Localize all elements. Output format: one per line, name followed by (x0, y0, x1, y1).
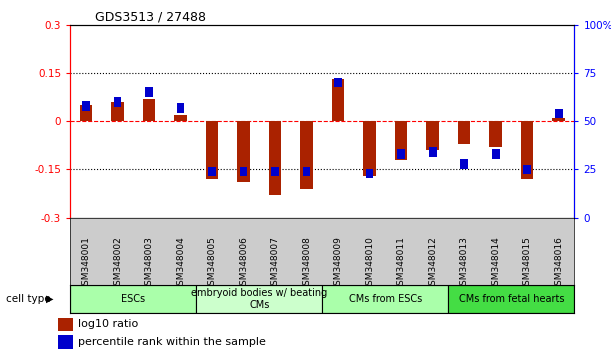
Text: GDS3513 / 27488: GDS3513 / 27488 (95, 11, 207, 24)
Bar (240, 167, 247, 176)
Bar (552, 118, 565, 121)
Bar (58, 318, 73, 331)
Bar (208, 167, 216, 176)
Bar (460, 159, 468, 169)
Bar (196, 285, 323, 313)
Bar (70, 285, 196, 313)
Bar (111, 102, 124, 121)
Bar (334, 78, 342, 87)
Text: ▶: ▶ (46, 294, 53, 304)
Bar (302, 167, 310, 176)
Bar (300, 121, 313, 189)
Bar (521, 121, 533, 179)
Bar (365, 169, 373, 178)
Bar (448, 285, 574, 313)
Bar (364, 121, 376, 176)
Bar (395, 121, 408, 160)
Text: CMs from fetal hearts: CMs from fetal hearts (459, 294, 564, 304)
Bar (555, 109, 563, 118)
Bar (174, 115, 187, 121)
Bar (237, 121, 250, 182)
Bar (489, 121, 502, 147)
Bar (332, 79, 345, 121)
Bar (177, 103, 185, 113)
Bar (429, 147, 436, 157)
Bar (58, 335, 73, 349)
Bar (271, 167, 279, 176)
Bar (114, 97, 122, 107)
Text: ESCs: ESCs (121, 294, 145, 304)
Text: embryoid bodies w/ beating
CMs: embryoid bodies w/ beating CMs (191, 288, 327, 310)
Bar (458, 121, 470, 144)
Bar (426, 121, 439, 150)
Text: percentile rank within the sample: percentile rank within the sample (78, 337, 266, 347)
Bar (323, 285, 448, 313)
Text: CMs from ESCs: CMs from ESCs (349, 294, 422, 304)
Bar (145, 87, 153, 97)
Text: cell type: cell type (6, 294, 51, 304)
Bar (492, 149, 500, 159)
Bar (523, 165, 531, 174)
Bar (206, 121, 218, 179)
Bar (79, 105, 92, 121)
Bar (269, 121, 281, 195)
Text: log10 ratio: log10 ratio (78, 319, 139, 329)
Bar (397, 149, 405, 159)
Bar (82, 101, 90, 111)
Bar (143, 99, 155, 121)
